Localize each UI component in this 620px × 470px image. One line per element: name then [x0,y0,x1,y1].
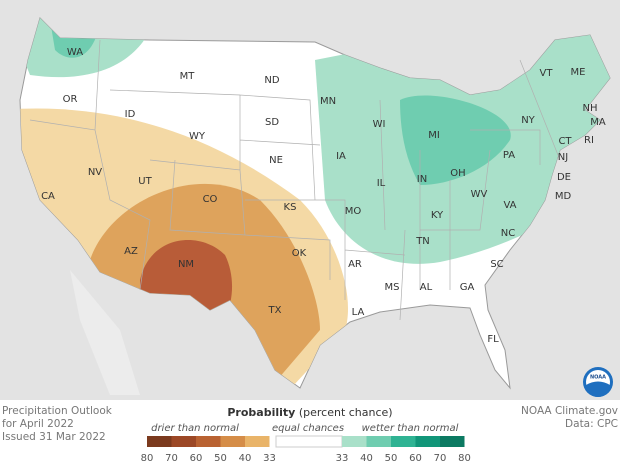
state-label: WI [373,119,386,130]
state-label: MI [428,130,440,141]
state-label: MS [385,282,400,293]
equal-swatch [275,435,343,448]
state-label: KY [431,210,444,221]
wetter-swatch [366,436,391,447]
state-label: MO [345,206,362,217]
state-label: NJ [558,152,568,163]
state-label: NV [88,167,102,178]
caption-line: Precipitation Outlook [2,405,113,417]
legend-tick: 50 [214,453,227,464]
state-borders [29,39,561,321]
state-label: TN [415,236,430,247]
state-label: IL [377,178,386,189]
wet-40-50-east [400,95,511,185]
state-label: CT [558,136,572,147]
baja [70,270,140,395]
state-label: MA [590,117,606,128]
legend-tick: 60 [409,453,422,464]
state-label: SD [265,117,279,128]
state-label: SC [490,259,503,270]
state-label: OH [450,168,465,179]
state-label: NH [583,103,598,114]
wetter-swatch [391,436,416,447]
state-label: TX [268,305,282,316]
state-label: WY [189,131,206,142]
state-label: ME [571,67,586,78]
drier-swatch [196,436,221,447]
state-label: FL [487,334,499,345]
drier-swatch [147,436,172,447]
credit-line: NOAA Climate.gov [521,405,618,417]
state-label: MN [320,96,336,107]
state-label: MT [180,71,196,82]
wetter-swatch [342,436,367,447]
legend-title: Probability (percent chance) [227,406,392,419]
state-label: ND [264,75,279,86]
legend-tick: 40 [360,453,373,464]
state-label: OK [292,248,307,259]
state-label: RI [584,135,594,146]
state-label: IN [417,174,427,185]
legend-tick: 33 [336,453,349,464]
state-label: AZ [124,246,138,257]
state-label: AR [348,259,362,270]
legend-tick: 60 [190,453,203,464]
legend-tick: 80 [458,453,471,464]
state-label: NE [269,155,283,166]
state-label: OR [63,94,78,105]
state-label: PA [503,150,515,161]
legend-tick: 40 [239,453,252,464]
state-label: ID [125,109,136,120]
state-label: AL [420,282,433,293]
state-label: UT [138,176,152,187]
state-label: CO [203,194,218,205]
legend-tick: 33 [263,453,276,464]
drier-swatch [171,436,196,447]
state-label: VT [540,68,554,79]
legend-title-rest: (percent chance) [299,406,393,419]
noaa-logo: NOAA [583,367,613,397]
caption-line: for April 2022 [2,418,74,430]
legend-tick: 70 [434,453,447,464]
state-label: WA [67,47,83,58]
state-label: KS [284,202,297,213]
state-label: IA [336,151,346,162]
state-label: GA [460,282,475,293]
state-label: LA [352,307,365,318]
state-label: MD [555,191,572,202]
dry-50-60 [140,240,233,330]
legend-tick: 80 [141,453,154,464]
wetter-swatch [415,436,440,447]
drier-label: drier than normal [151,423,239,434]
legend-tick: 50 [385,453,398,464]
drier-swatch [245,436,270,447]
state-label: WV [471,189,488,200]
state-label: DE [557,172,571,183]
drier-swatch [220,436,245,447]
state-label: NY [521,115,535,126]
state-label: NM [178,259,194,270]
legend-tick: 70 [165,453,178,464]
legend-title-bold: Probability [227,406,295,419]
state-label: NC [501,228,515,239]
equal-label: equal chances [272,423,344,434]
credit-line: Data: CPC [565,418,618,430]
wetter-swatch [440,436,465,447]
state-label: VA [503,200,516,211]
wetter-label: wetter than normal [362,423,459,434]
logo-text: NOAA [590,375,606,381]
caption-line: Issued 31 Mar 2022 [2,431,106,443]
state-label: CA [41,191,55,202]
